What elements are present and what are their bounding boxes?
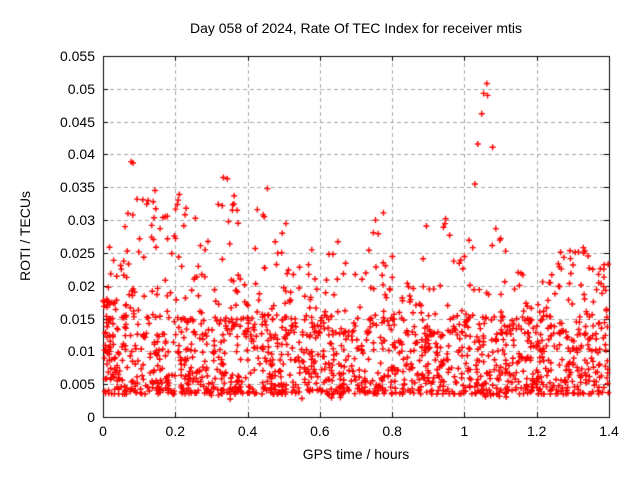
y-tick-label: 0.03 (67, 212, 95, 229)
x-tick-label: 0 (99, 423, 107, 439)
x-tick-label: 1 (460, 423, 469, 439)
y-tick-label: 0.025 (59, 244, 95, 261)
x-tick-label: 1.4 (599, 423, 619, 439)
y-tick-label: 0.04 (67, 146, 95, 163)
x-axis-label: GPS time / hours (302, 446, 410, 462)
x-tick-label: 0.8 (382, 423, 402, 439)
y-tick-label: 0.015 (59, 310, 95, 327)
y-tick-label: 0.045 (59, 113, 95, 130)
y-tick-label: 0.01 (67, 343, 95, 360)
x-tick-label: 0.6 (310, 423, 330, 439)
y-tick-label: 0.035 (59, 179, 95, 196)
x-tick-label: 0.2 (165, 423, 186, 439)
y-tick-label: 0.05 (67, 80, 95, 97)
x-tick-label: 0.4 (237, 423, 258, 439)
x-tick-label: 1.2 (526, 423, 547, 439)
y-axis-label: ROTI / TECUs (17, 191, 33, 281)
y-tick-label: 0.055 (59, 48, 95, 64)
y-tick-label: 0 (87, 409, 95, 425)
y-tick-label: 0.005 (59, 376, 95, 393)
y-tick-label: 0.02 (67, 277, 95, 294)
chart-title: Day 058 of 2024, Rate Of TEC Index for r… (189, 20, 522, 36)
